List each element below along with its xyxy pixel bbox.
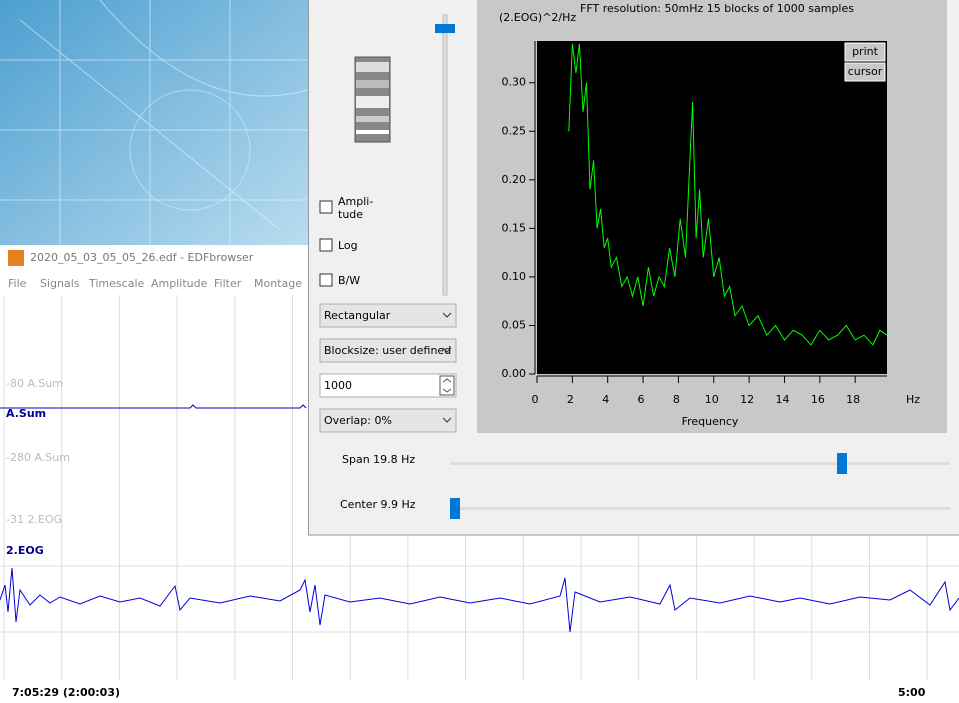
x-tick-label: 6 (638, 393, 645, 406)
field-text: Overlap: 0% (324, 414, 392, 427)
center-label: Center 9.9 Hz (340, 498, 416, 511)
time-left: 7:05:29 (2:00:03) (12, 686, 120, 699)
dropdown[interactable] (319, 338, 457, 363)
y-tick-label: 0.30 (502, 76, 527, 89)
span-slider-handle[interactable] (837, 453, 847, 474)
signal-label: A.Sum (6, 407, 46, 420)
menu-item[interactable]: File (8, 277, 27, 290)
y-axis-label: (2.EOG)^2/Hz (499, 11, 576, 24)
y-tick-label: 0.00 (502, 367, 527, 380)
menu-item[interactable]: Signals (40, 277, 80, 290)
checkbox[interactable] (319, 238, 333, 252)
dropdown-arrow (442, 347, 452, 353)
spin-arrows (439, 375, 455, 396)
x-unit: Hz (906, 393, 920, 406)
dropdown-arrow (442, 312, 452, 318)
dropdown[interactable] (319, 303, 457, 328)
spinbox[interactable] (319, 373, 457, 398)
y-tick-label: 0.20 (502, 173, 527, 186)
plot-area (537, 41, 887, 374)
field-text: Blocksize: user defined (324, 344, 451, 357)
y-tick-label: 0.25 (502, 124, 527, 137)
menu-item[interactable]: Montage (254, 277, 302, 290)
menu-item[interactable]: Timescale (88, 277, 144, 290)
spectrum-line (568, 43, 888, 346)
field-text: 1000 (324, 379, 352, 392)
x-tick-label: 16 (811, 393, 825, 406)
checkbox-label: B/W (338, 274, 360, 287)
center-slider-handle[interactable] (450, 498, 460, 519)
app-icon (8, 250, 24, 266)
time-right: 5:00 (898, 686, 926, 699)
dropdown[interactable] (319, 408, 457, 433)
y-tick-label: 0.15 (502, 221, 527, 234)
eog-trace (0, 567, 959, 633)
chart-title: FFT resolution: 50mHz 15 blocks of 1000 … (580, 2, 854, 15)
a-sum-trace (0, 404, 307, 409)
checkbox-label: Log (338, 239, 358, 252)
menu-item[interactable]: Amplitude (151, 277, 208, 290)
color-bar (354, 56, 391, 143)
x-tick-label: 14 (775, 393, 789, 406)
signal-label: -31 2.EOG (6, 513, 62, 526)
y-tick-label: 0.10 (502, 270, 527, 283)
checkbox[interactable] (319, 200, 333, 214)
x-tick-label: 10 (705, 393, 719, 406)
button-label: cursor (848, 65, 883, 78)
dropdown-arrow (442, 417, 452, 423)
desktop-wallpaper (0, 0, 309, 245)
x-tick-label: 12 (740, 393, 754, 406)
checkbox[interactable] (319, 273, 333, 287)
x-tick-label: 4 (602, 393, 609, 406)
signal-label: -280 A.Sum (6, 451, 70, 464)
window-title: 2020_05_03_05_05_26.edf - EDFbrowser (30, 251, 254, 264)
menu-item[interactable]: Filter (214, 277, 242, 290)
y-tick-label: 0.05 (502, 318, 527, 331)
field-text: Rectangular (324, 309, 391, 322)
button-label: print (852, 45, 879, 58)
checkbox-label: Ampli-tude (338, 195, 373, 221)
fft-dialog (308, 0, 959, 536)
signal-label: -80 A.Sum (6, 377, 63, 390)
button[interactable] (844, 62, 886, 82)
x-tick-label: 18 (846, 393, 860, 406)
x-tick-label: 0 (532, 393, 539, 406)
span-label: Span 19.8 Hz (342, 453, 415, 466)
x-tick-label: 2 (567, 393, 574, 406)
vertical-slider-handle[interactable] (435, 24, 455, 33)
button[interactable] (844, 42, 886, 62)
signal-label: 2.EOG (6, 544, 44, 557)
x-tick-label: 8 (673, 393, 680, 406)
x-axis-label: Frequency (682, 415, 739, 428)
